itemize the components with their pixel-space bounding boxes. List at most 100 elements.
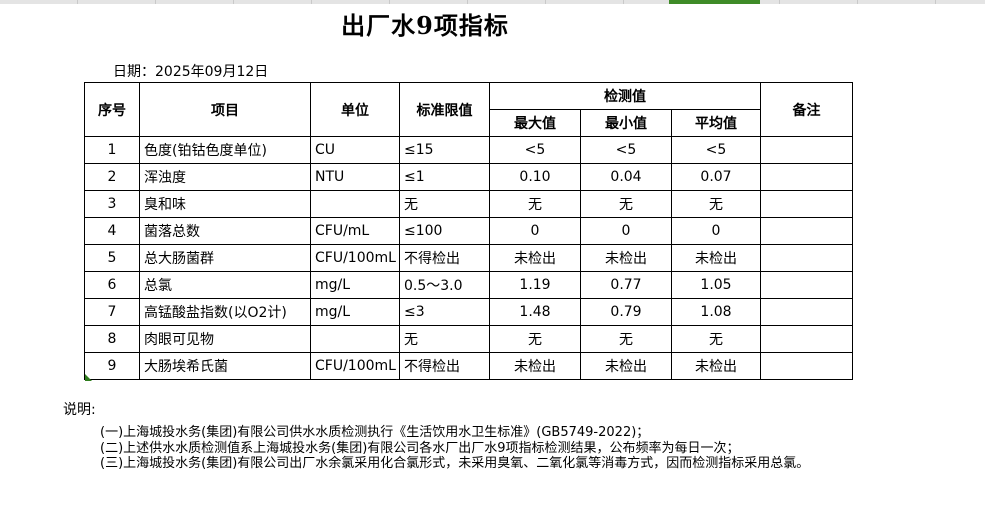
cell-avg: 1.08: [671, 298, 761, 326]
cell-item: 浑浊度: [139, 163, 311, 191]
cell-min: 0: [580, 217, 672, 245]
cell-item: 菌落总数: [139, 217, 311, 245]
cell-max: 无: [489, 190, 581, 218]
green-corner-marker-icon: [85, 374, 92, 381]
cell-unit: [310, 325, 400, 353]
notes-heading: 说明:: [63, 402, 96, 418]
table-row: 6 总氯 mg/L 0.5～3.0 1.19 0.77 1.05: [84, 271, 853, 299]
header-no: 序号: [84, 82, 140, 137]
cell-remark: [760, 136, 853, 164]
cell-max: 1.19: [489, 271, 581, 299]
cell-limit: 0.5～3.0: [399, 271, 490, 299]
cell-avg: 未检出: [671, 244, 761, 272]
cell-max: 未检出: [489, 244, 581, 272]
cell-limit: ≤1: [399, 163, 490, 191]
header-min: 最小值: [580, 109, 672, 137]
cell-min: <5: [580, 136, 672, 164]
cell-remark: [760, 163, 853, 191]
note-line-3: (三)上海城投水务(集团)有限公司出厂水余氯采用化合氯形式，未采用臭氧、二氧化氯…: [100, 456, 810, 472]
header-item: 项目: [139, 82, 311, 137]
header-limit: 标准限值: [399, 82, 490, 137]
cell-min: 无: [580, 325, 672, 353]
cell-max: 1.48: [489, 298, 581, 326]
cell-remark: [760, 217, 853, 245]
cell-avg: 0: [671, 217, 761, 245]
table-body: 1 色度(铂钴色度单位) CU ≤15 <5 <5 <5 2 浑浊度 NTU ≤…: [84, 136, 853, 380]
cell-unit: CFU/100mL: [310, 244, 400, 272]
scrollbar-thumb[interactable]: [669, 0, 760, 4]
cell-no: 6: [84, 271, 140, 299]
header-max: 最大值: [489, 109, 581, 137]
cell-unit: CFU/100mL: [310, 352, 400, 380]
note-line-1: (一)上海城投水务(集团)有限公司供水水质检测执行《生活饮用水卫生标准》(GB5…: [100, 425, 650, 440]
header-avg: 平均值: [671, 109, 761, 137]
cell-item: 总大肠菌群: [139, 244, 311, 272]
cell-item: 肉眼可见物: [139, 325, 311, 353]
cell-unit: CFU/mL: [310, 217, 400, 245]
report-date: 日期：2025年09月12日: [113, 64, 269, 80]
cell-max: 未检出: [489, 352, 581, 380]
cell-min: 无: [580, 190, 672, 218]
table-row: 1 色度(铂钴色度单位) CU ≤15 <5 <5 <5: [84, 136, 853, 164]
cell-unit: mg/L: [310, 271, 400, 299]
cell-min: 0.77: [580, 271, 672, 299]
cell-min: 未检出: [580, 244, 672, 272]
cell-avg: 无: [671, 190, 761, 218]
page-title: 出厂水9项指标: [341, 11, 509, 40]
cell-no: 5: [84, 244, 140, 272]
cell-no: 8: [84, 325, 140, 353]
note-line-2: (二)上述供水水质检测值系上海城投水务(集团)有限公司各水厂出厂水9项指标检测结…: [100, 440, 740, 456]
cell-max: 0: [489, 217, 581, 245]
cell-avg: <5: [671, 136, 761, 164]
cell-avg: 1.05: [671, 271, 761, 299]
table-row: 9 大肠埃希氏菌 CFU/100mL 不得检出 未检出 未检出 未检出: [84, 352, 853, 380]
cell-avg: 0.07: [671, 163, 761, 191]
cell-remark: [760, 325, 853, 353]
cell-limit: 不得检出: [399, 352, 490, 380]
cell-max: 无: [489, 325, 581, 353]
table-row: 8 肉眼可见物 无 无 无 无: [84, 325, 853, 353]
header-remark: 备注: [760, 82, 853, 137]
cell-limit: ≤3: [399, 298, 490, 326]
cell-limit: 无: [399, 190, 490, 218]
table-row: 7 高锰酸盐指数(以O2计) mg/L ≤3 1.48 0.79 1.08: [84, 298, 853, 326]
cell-min: 0.04: [580, 163, 672, 191]
cell-no: 4: [84, 217, 140, 245]
cell-no: 1: [84, 136, 140, 164]
cell-remark: [760, 244, 853, 272]
cell-min: 未检出: [580, 352, 672, 380]
table-row: 2 浑浊度 NTU ≤1 0.10 0.04 0.07: [84, 163, 853, 191]
cell-limit: 无: [399, 325, 490, 353]
cell-no: 2: [84, 163, 140, 191]
cell-avg: 无: [671, 325, 761, 353]
cell-remark: [760, 271, 853, 299]
cell-item: 总氯: [139, 271, 311, 299]
table-row: 3 臭和味 无 无 无 无: [84, 190, 853, 218]
cell-unit: NTU: [310, 163, 400, 191]
cell-limit: 不得检出: [399, 244, 490, 272]
cell-limit: ≤15: [399, 136, 490, 164]
water-quality-table: 序号 项目 单位 标准限值 检测值 备注 最大值 最小值 平均值 1 色度(铂钴…: [84, 82, 853, 380]
cell-remark: [760, 352, 853, 380]
cell-limit: ≤100: [399, 217, 490, 245]
table-row: 5 总大肠菌群 CFU/100mL 不得检出 未检出 未检出 未检出: [84, 244, 853, 272]
cell-max: 0.10: [489, 163, 581, 191]
notes-list: (一)上海城投水务(集团)有限公司供水水质检测执行《生活饮用水卫生标准》(GB5…: [100, 425, 809, 472]
cell-min: 0.79: [580, 298, 672, 326]
cell-unit: [310, 190, 400, 218]
cell-remark: [760, 190, 853, 218]
cell-remark: [760, 298, 853, 326]
cell-max: <5: [489, 136, 581, 164]
cell-item: 色度(铂钴色度单位): [139, 136, 311, 164]
cell-item: 高锰酸盐指数(以O2计): [139, 298, 311, 326]
cell-unit: mg/L: [310, 298, 400, 326]
cell-no: 7: [84, 298, 140, 326]
cell-no: 3: [84, 190, 140, 218]
cell-avg: 未检出: [671, 352, 761, 380]
cell-item: 大肠埃希氏菌: [139, 352, 311, 380]
header-unit: 单位: [310, 82, 400, 137]
table-row: 4 菌落总数 CFU/mL ≤100 0 0 0: [84, 217, 853, 245]
cell-no: 9: [84, 352, 140, 380]
header-detection-group: 检测值: [489, 82, 761, 110]
cell-unit: CU: [310, 136, 400, 164]
